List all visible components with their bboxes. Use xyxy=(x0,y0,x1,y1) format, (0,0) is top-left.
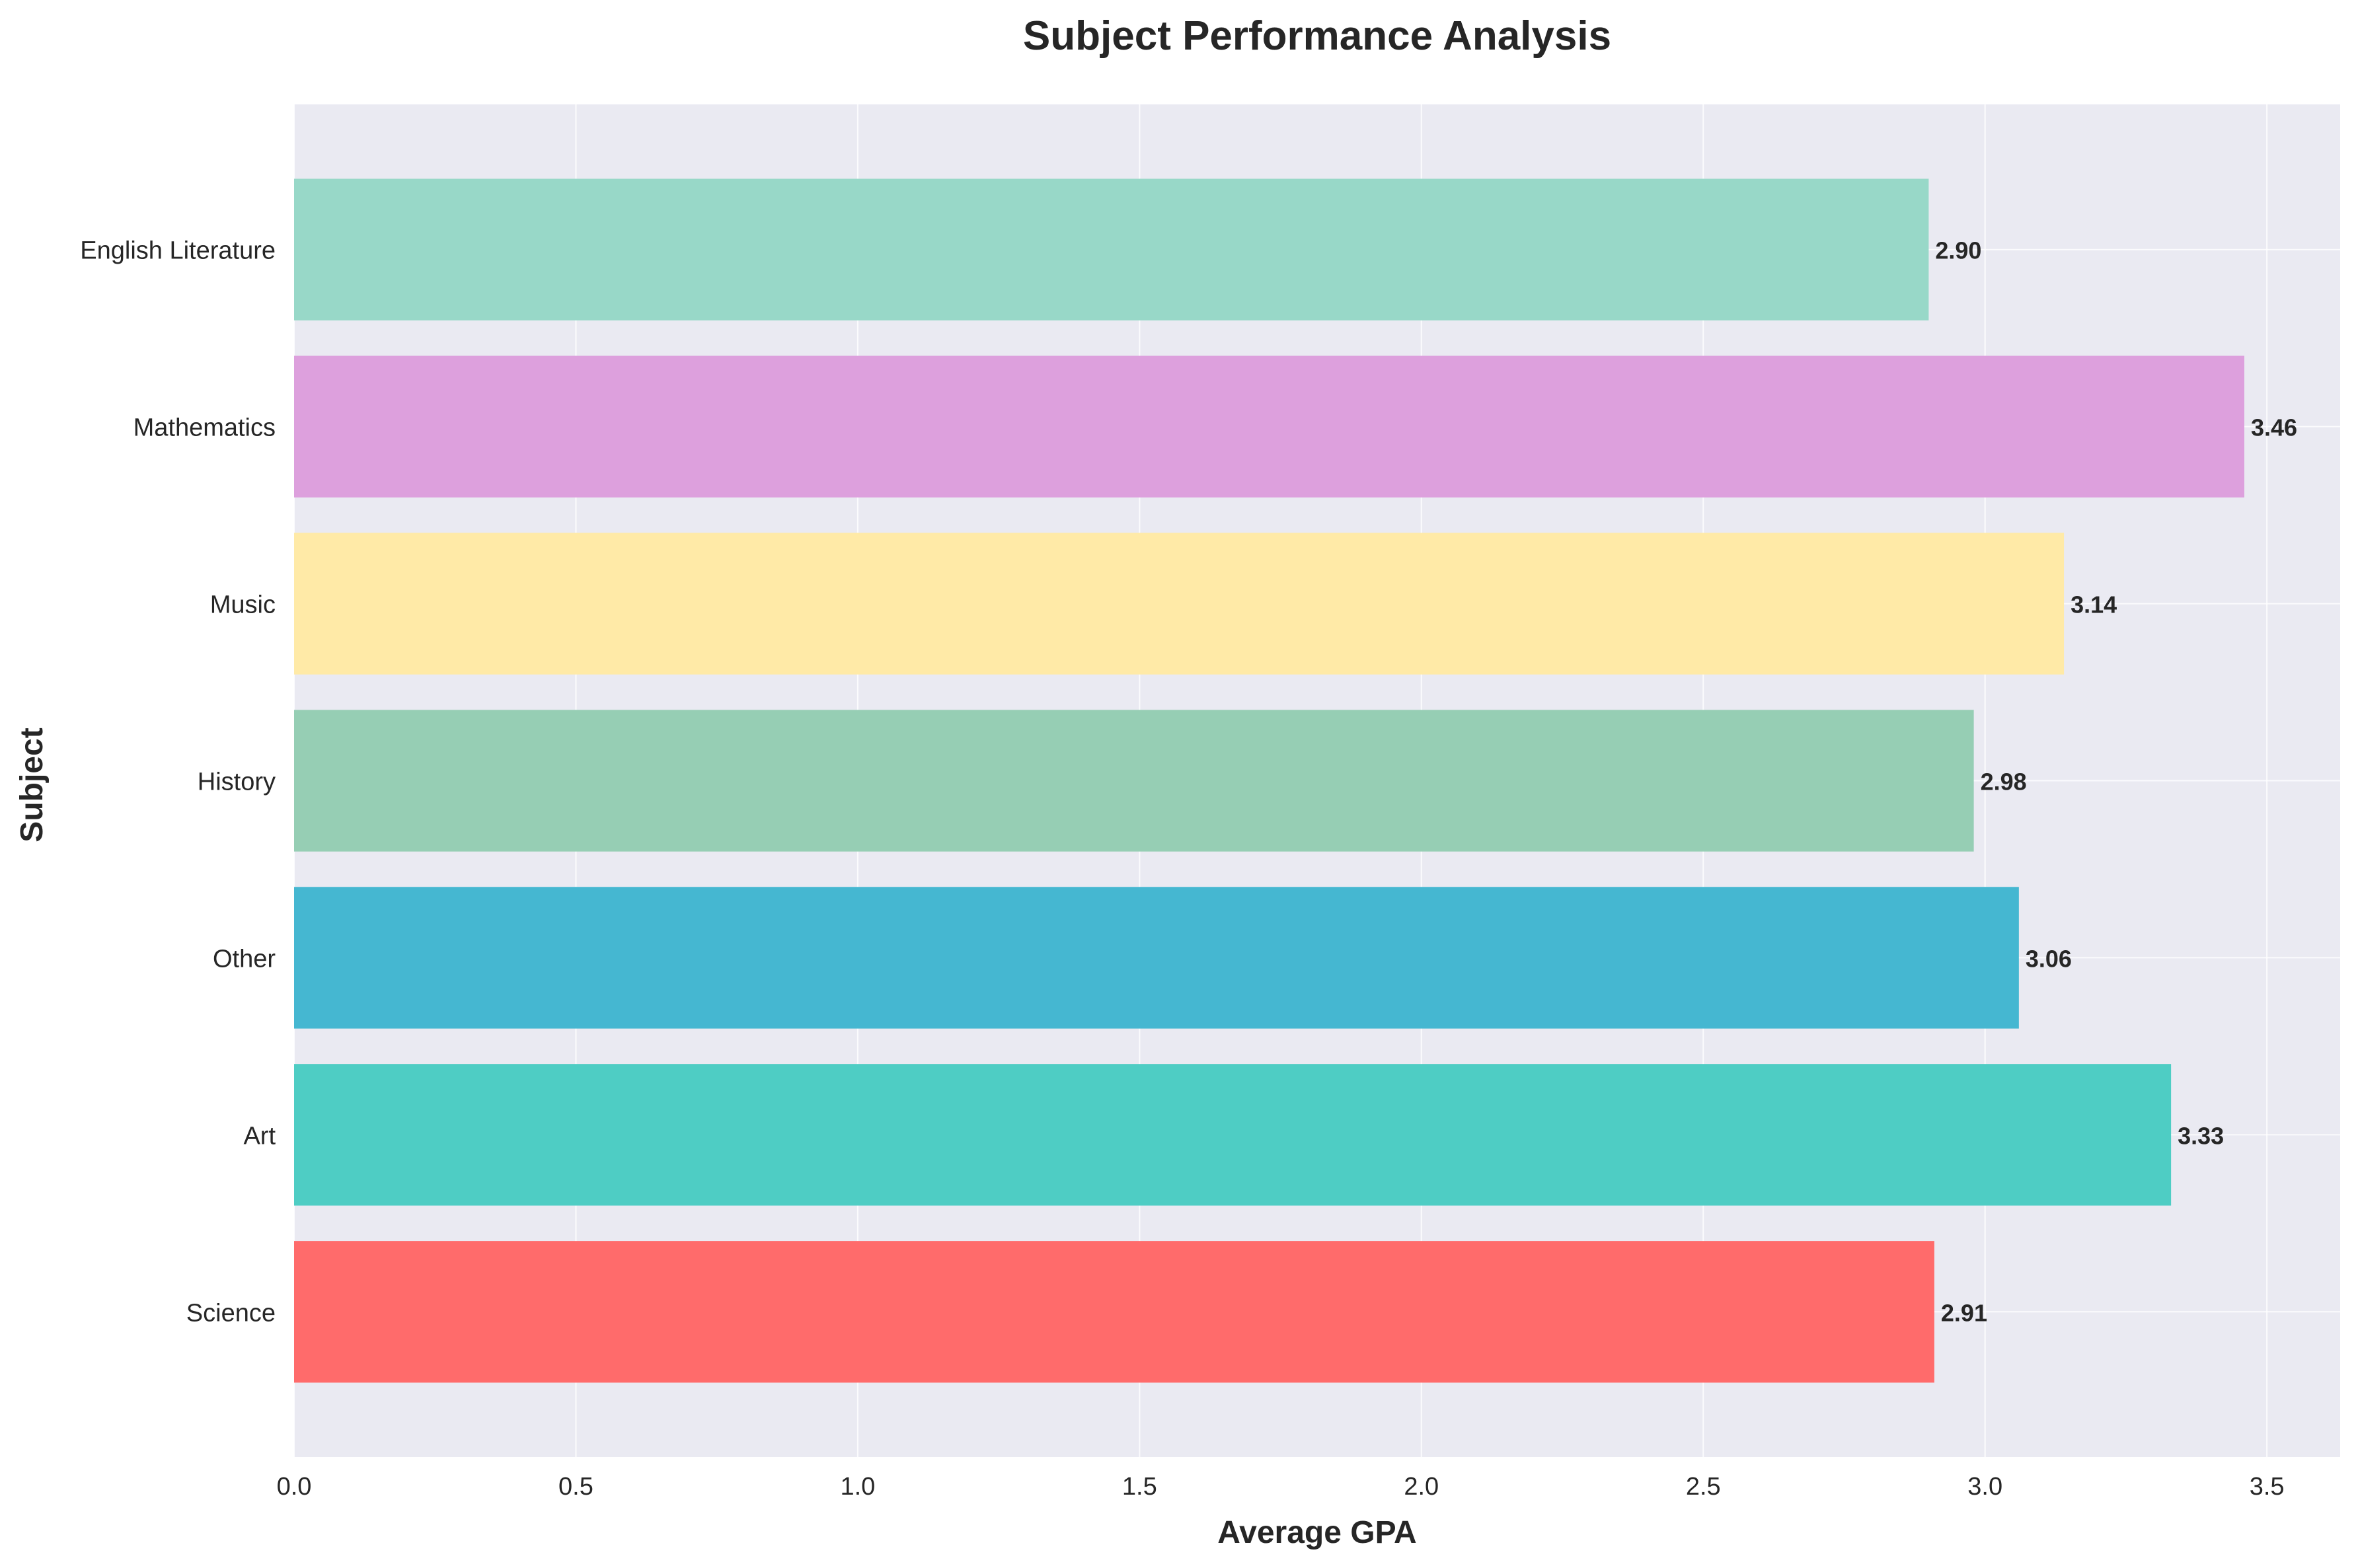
y-tick-label: Music xyxy=(210,591,276,619)
y-tick-label: Other xyxy=(213,945,276,973)
bar xyxy=(294,533,2065,675)
bar xyxy=(294,887,2019,1029)
bar-value-label: 3.14 xyxy=(2071,591,2117,618)
y-tick-label: History xyxy=(198,768,276,796)
y-tick-label: Art xyxy=(243,1122,276,1150)
bar-value-label: 2.91 xyxy=(1941,1299,1987,1326)
x-tick-label: 1.0 xyxy=(840,1473,875,1501)
x-tick-label: 0.5 xyxy=(558,1473,593,1501)
y-tick-label: Mathematics xyxy=(133,414,276,442)
bar-value-label: 2.90 xyxy=(1935,237,1981,264)
bar xyxy=(294,1064,2172,1206)
x-tick-label: 0.0 xyxy=(277,1473,312,1501)
y-axis-label: Subject xyxy=(15,728,50,842)
bar-value-label: 2.98 xyxy=(1981,768,2027,796)
bar xyxy=(294,710,1974,852)
bar-value-label: 3.06 xyxy=(2026,945,2072,972)
x-tick-label: 2.0 xyxy=(1404,1473,1439,1501)
plot-group: 2.91 Science 3.33 Art 3.06 Other 2.98 History 3.… xyxy=(80,104,2340,1501)
y-tick-label: Science xyxy=(186,1299,276,1327)
chart-title: Subject Performance Analysis xyxy=(1023,13,1611,59)
x-tick-label: 2.5 xyxy=(1686,1473,1721,1501)
bar xyxy=(294,1241,1934,1383)
x-tick-label: 1.5 xyxy=(1122,1473,1157,1501)
bar xyxy=(294,178,1929,320)
bar-value-label: 3.33 xyxy=(2178,1122,2224,1149)
x-tick-label: 3.0 xyxy=(1967,1473,2002,1501)
y-tick-label: English Literature xyxy=(80,237,276,265)
bar-value-label: 3.46 xyxy=(2251,414,2297,441)
bar xyxy=(294,355,2245,498)
x-axis-label: Average GPA xyxy=(1217,1515,1416,1550)
x-tick-label: 3.5 xyxy=(2250,1473,2285,1501)
